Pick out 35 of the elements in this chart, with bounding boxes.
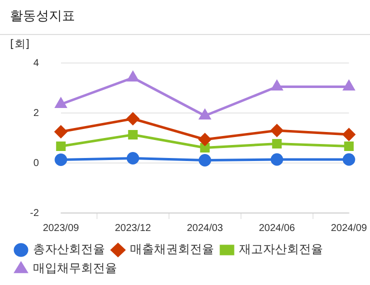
y-tick-label: -2 <box>30 208 40 219</box>
point <box>54 154 68 166</box>
point <box>270 153 284 166</box>
legend-label: 매입채무회전율 <box>33 261 117 276</box>
point <box>198 154 212 166</box>
y-tick-label: 0 <box>33 158 40 169</box>
point <box>342 153 356 166</box>
y-tick-label: 2 <box>33 108 40 119</box>
point <box>272 138 282 149</box>
point <box>200 142 210 153</box>
point <box>199 110 210 120</box>
y-axis-title: [회] <box>10 37 30 50</box>
point <box>54 126 68 138</box>
y-tick-label: 4 <box>33 58 40 69</box>
legend-label: 매출채권회전율 <box>130 242 214 256</box>
point <box>55 98 66 108</box>
point <box>342 128 356 141</box>
x-tick-label: 2023/12 <box>114 222 152 234</box>
point <box>56 141 66 152</box>
point <box>198 133 212 146</box>
point <box>270 124 284 137</box>
x-tick-label: 2023/09 <box>42 222 80 234</box>
x-tick-label: 2024/06 <box>258 222 296 234</box>
x-tick-label: 2024/09 <box>330 222 368 234</box>
point <box>343 80 355 90</box>
legend-label: 총자산회전율 <box>33 242 105 256</box>
legend-label: 재고자산회전율 <box>239 242 323 256</box>
point <box>128 130 138 140</box>
x-tick-label: 2024/03 <box>186 222 224 234</box>
point <box>271 80 282 90</box>
point <box>344 141 354 152</box>
point <box>126 112 140 125</box>
point <box>127 72 138 82</box>
chart-title: 활동성지표 <box>0 0 370 35</box>
point <box>126 152 140 164</box>
